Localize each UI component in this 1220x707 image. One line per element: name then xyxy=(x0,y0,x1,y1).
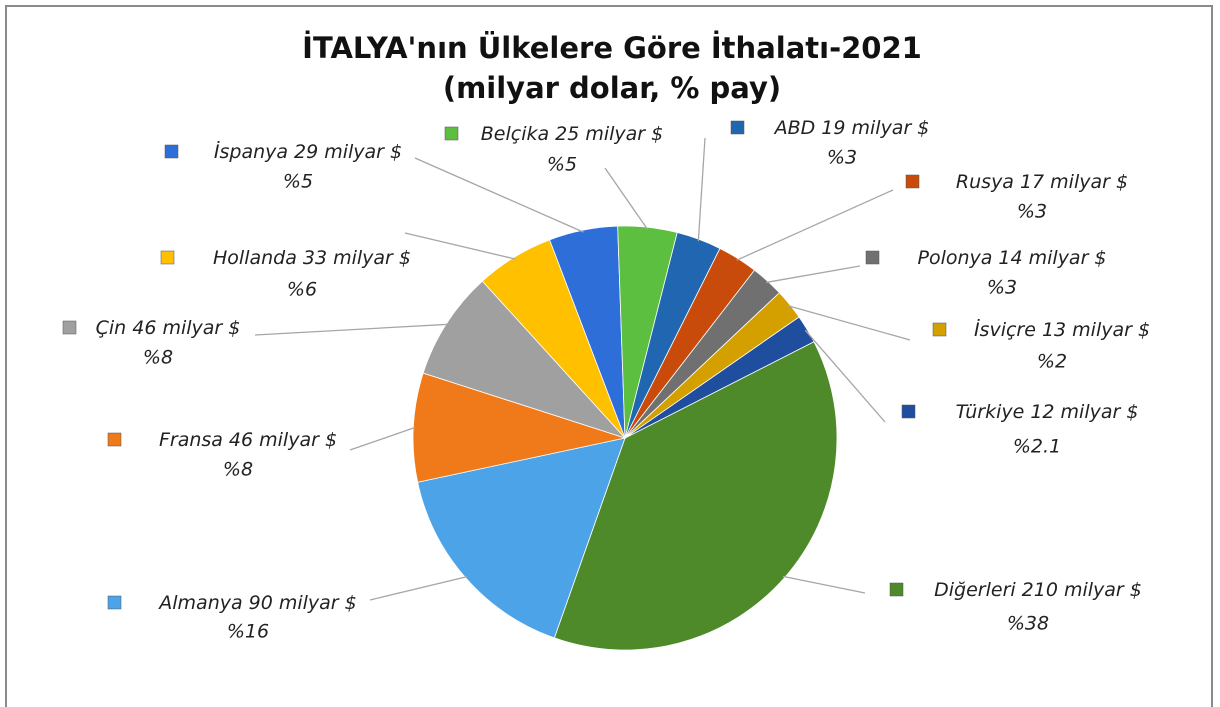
percent-label: %3 xyxy=(827,147,857,169)
data-label: İsviçre 13 milyar $ xyxy=(974,318,1150,341)
category-name: Türkiye xyxy=(956,401,1025,423)
leader-line xyxy=(804,329,886,423)
legend-marker xyxy=(107,595,122,610)
percent-label: %38 xyxy=(1007,613,1049,635)
value-label: 12 milyar $ xyxy=(1030,401,1138,423)
category-name: İsviçre xyxy=(974,318,1036,341)
category-name: ABD xyxy=(773,117,816,139)
category-name: Rusya xyxy=(956,171,1014,193)
category-name: Polonya xyxy=(917,247,992,269)
value-label: 17 milyar $ xyxy=(1020,171,1128,193)
data-label: Fransa 46 milyar $ xyxy=(159,429,337,451)
data-label: Rusya 17 milyar $ xyxy=(956,171,1128,193)
pie-slice xyxy=(417,437,626,639)
category-name: Hollanda xyxy=(213,247,297,269)
legend-marker xyxy=(107,432,122,447)
category-name: Belçika xyxy=(481,123,549,145)
category-name: Almanya xyxy=(157,592,242,614)
pie-slice xyxy=(412,372,627,483)
leader-line xyxy=(782,575,866,594)
percent-label: %16 xyxy=(227,621,269,643)
legend-marker xyxy=(62,320,77,335)
value-label: 25 milyar $ xyxy=(555,123,663,145)
leader-line xyxy=(349,426,416,451)
legend-marker xyxy=(444,126,459,141)
pie-slice xyxy=(422,280,627,439)
chart-title: İTALYA'nın Ülkelere Göre İthalatı-2021 xyxy=(302,31,922,65)
chart-subtitle: (milyar dolar, % pay) xyxy=(443,71,781,105)
percent-label: %3 xyxy=(987,277,1017,299)
percent-label: %5 xyxy=(547,154,577,176)
category-name: Diğerleri xyxy=(934,579,1016,601)
legend-marker xyxy=(160,250,175,265)
leader-line xyxy=(254,323,449,336)
leader-line xyxy=(787,305,911,341)
data-label: İspanya 29 milyar $ xyxy=(214,140,402,163)
value-label: 210 milyar $ xyxy=(1022,579,1142,601)
legend-marker xyxy=(730,120,745,135)
data-label: Polonya 14 milyar $ xyxy=(917,247,1106,269)
data-label: Türkiye 12 milyar $ xyxy=(956,401,1139,423)
leader-line xyxy=(736,189,894,261)
legend-marker xyxy=(164,144,179,159)
pie-slice xyxy=(624,316,815,439)
leader-line xyxy=(604,167,648,230)
legend-marker xyxy=(865,250,880,265)
data-label: Almanya 90 milyar $ xyxy=(157,592,356,614)
legend-marker xyxy=(901,404,916,419)
value-label: 14 milyar $ xyxy=(998,247,1106,269)
category-name: Çin xyxy=(96,317,127,339)
value-label: 46 milyar $ xyxy=(132,317,240,339)
leader-line xyxy=(765,265,861,284)
percent-label: %2.1 xyxy=(1013,436,1061,458)
legend-marker xyxy=(889,582,904,597)
data-label: Diğerleri 210 milyar $ xyxy=(934,579,1142,601)
leader-line xyxy=(414,157,584,233)
value-label: 33 milyar $ xyxy=(303,247,411,269)
percent-label: %8 xyxy=(223,459,253,481)
percent-label: %2 xyxy=(1037,351,1067,373)
percent-label: %8 xyxy=(143,347,173,369)
data-label: Çin 46 milyar $ xyxy=(96,317,241,339)
leader-line xyxy=(369,575,468,601)
data-label: Hollanda 33 milyar $ xyxy=(213,247,411,269)
value-label: 19 milyar $ xyxy=(821,117,929,139)
pie-slice xyxy=(553,341,838,651)
leader-line xyxy=(697,137,706,242)
data-label: Belçika 25 milyar $ xyxy=(481,123,663,145)
data-label: ABD 19 milyar $ xyxy=(773,117,930,139)
legend-marker xyxy=(905,174,920,189)
percent-label: %5 xyxy=(283,171,313,193)
category-name: İspanya xyxy=(214,140,288,163)
percent-label: %6 xyxy=(287,279,317,301)
value-label: 46 milyar $ xyxy=(229,429,337,451)
value-label: 90 milyar $ xyxy=(249,592,357,614)
value-label: 29 milyar $ xyxy=(294,141,402,163)
legend-marker xyxy=(932,322,947,337)
value-label: 13 milyar $ xyxy=(1042,319,1150,341)
leader-line xyxy=(404,232,516,260)
percent-label: %3 xyxy=(1017,201,1047,223)
category-name: Fransa xyxy=(159,429,223,451)
